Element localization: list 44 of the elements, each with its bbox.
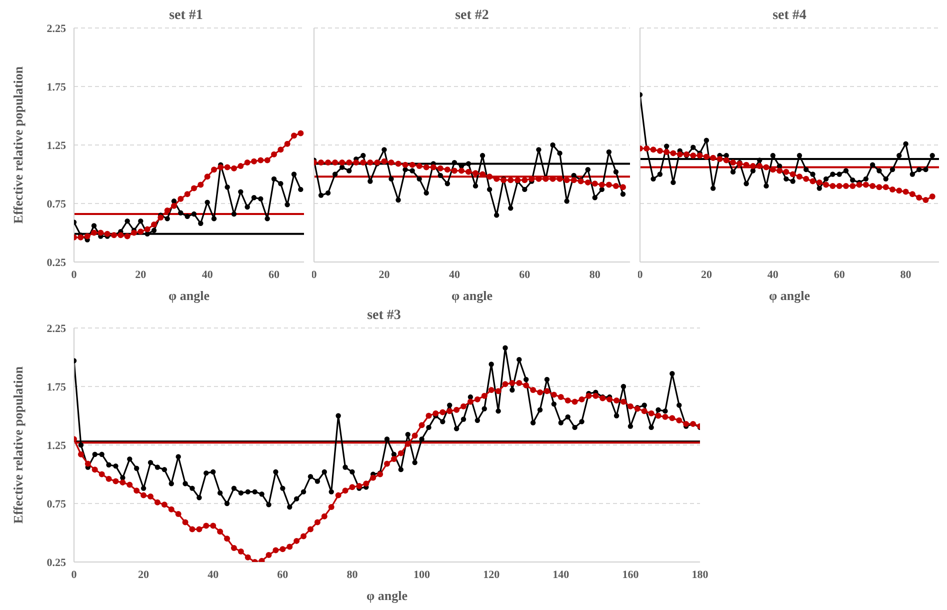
x-tick-label: 0 xyxy=(311,268,318,281)
y-tick-label: 1.25 xyxy=(46,440,66,452)
x-tick-label: 100 xyxy=(414,568,431,581)
x-axis-title: φ angle xyxy=(769,288,810,303)
y-tick-label: 0.25 xyxy=(46,256,66,269)
x-tick-label: 0 xyxy=(71,268,78,281)
x-tick-label: 60 xyxy=(519,268,531,281)
x-tick-label: 80 xyxy=(589,268,601,281)
x-tick-label: 40 xyxy=(448,268,460,281)
x-tick-label: 40 xyxy=(767,268,779,281)
chart-title: set #2 xyxy=(454,8,490,24)
y-tick-label: 0.25 xyxy=(46,556,66,569)
x-axis-title: φ angle xyxy=(168,288,210,303)
x-tick-label: 20 xyxy=(700,268,712,281)
x-tick-label: 80 xyxy=(346,568,358,581)
x-tick-label: 0 xyxy=(637,268,644,281)
y-tick-label: 1.75 xyxy=(46,81,66,94)
x-axis-title: φ angle xyxy=(366,588,408,603)
x-tick-label: 40 xyxy=(202,268,214,281)
y-tick-label: 2.25 xyxy=(46,22,66,35)
y-axis-title: Effective relative population xyxy=(10,366,26,524)
chart-title: set #1 xyxy=(168,8,204,24)
x-tick-label: 180 xyxy=(692,568,709,581)
chart-title: set #4 xyxy=(772,8,808,24)
x-tick-label: 40 xyxy=(208,568,220,581)
x-tick-label: 20 xyxy=(378,268,390,281)
x-tick-label: 20 xyxy=(138,568,150,581)
x-tick-label: 60 xyxy=(268,268,280,281)
y-tick-label: 0.75 xyxy=(46,198,66,210)
y-tick-label: 0.75 xyxy=(46,498,66,510)
x-tick-label: 0 xyxy=(71,568,78,581)
x-axis-title: φ angle xyxy=(452,288,493,303)
chart-title: set #3 xyxy=(366,308,402,324)
x-tick-label: 60 xyxy=(834,268,846,281)
x-tick-label: 120 xyxy=(483,568,500,581)
x-tick-label: 80 xyxy=(900,268,912,281)
y-tick-label: 1.25 xyxy=(46,140,66,152)
x-tick-label: 60 xyxy=(277,568,289,581)
y-tick-label: 2.25 xyxy=(46,322,66,335)
x-tick-label: 140 xyxy=(552,568,570,581)
y-tick-label: 1.75 xyxy=(46,381,66,394)
x-tick-label: 160 xyxy=(622,568,640,581)
x-tick-label: 20 xyxy=(135,268,147,281)
y-axis-title: Effective relative population xyxy=(10,66,26,224)
